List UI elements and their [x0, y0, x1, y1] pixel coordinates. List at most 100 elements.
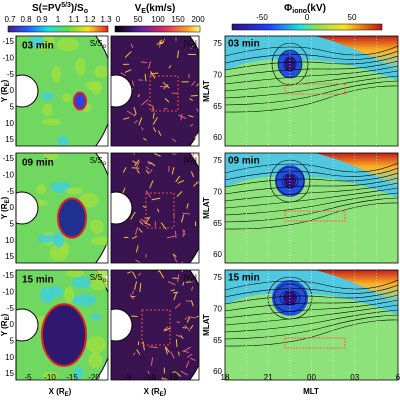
y-tick-label: -10: [2, 287, 14, 296]
y-tick-label: -5: [7, 304, 15, 313]
mlat-tick-label: 65: [213, 336, 222, 345]
mlat-tick-label: 75: [213, 39, 222, 48]
mlt-label: MLT: [303, 387, 319, 396]
blob: [74, 93, 86, 110]
mlat-tick-label: 70: [213, 304, 222, 313]
label-part: Y (R: [0, 320, 9, 336]
y-tick-label: 10: [5, 236, 14, 245]
time-label: 03 min: [228, 39, 260, 50]
patch: [36, 184, 46, 194]
patch: [91, 236, 114, 245]
y-tick-label: 5: [10, 219, 15, 228]
y-axis-label: Y (RE): [0, 313, 10, 336]
y-tick-label: -10: [2, 170, 14, 179]
flow-arrow: [186, 301, 191, 302]
patch: [62, 93, 72, 102]
patch: [88, 353, 102, 368]
blob: [58, 198, 86, 237]
time-label: 03 min: [22, 41, 54, 52]
patch: [65, 187, 83, 194]
colorbar: [8, 26, 108, 32]
mlat-label: MLAT: [202, 80, 211, 102]
patch: [64, 286, 74, 302]
mlt-tick-label: 00: [307, 373, 316, 382]
patch: [94, 66, 109, 78]
patch: [75, 58, 86, 76]
tag-part: S/S: [90, 156, 103, 165]
colorbar-tick-label: -50: [256, 13, 268, 22]
mlat-tick-label: 60: [213, 250, 222, 259]
colorbar-tick-label: 0.9: [36, 15, 48, 24]
tag-part: |: [195, 156, 197, 165]
colorbar-tick-label: 0: [305, 13, 310, 22]
label-part: ): [69, 387, 72, 396]
panel-tag: |VE|: [183, 156, 197, 166]
flow-arrow: [132, 168, 139, 169]
patch: [72, 277, 92, 289]
x-tick-label: -5: [24, 373, 32, 382]
y-tick-label: -15: [2, 37, 14, 46]
patch: [57, 38, 79, 51]
y-tick-label: 15: [5, 369, 14, 378]
colorbar-tick-label: 1.2: [84, 15, 96, 24]
label-part: X (R: [49, 387, 65, 396]
mlt-tick-label: 21: [264, 373, 273, 382]
patch: [90, 219, 104, 234]
x-tick-label: -20: [88, 373, 100, 382]
label-part: Y (R: [0, 86, 9, 102]
flow-arrow: [175, 231, 176, 238]
mlat-tick-label: 70: [213, 70, 222, 79]
mlat-label: MLAT: [202, 197, 211, 219]
label-part: X (R: [144, 387, 160, 396]
y-tick-label: -15: [2, 154, 14, 163]
colorbar-tick-label: 150: [171, 15, 185, 24]
panel-phi: [225, 153, 398, 263]
panel-tag: |VE|: [183, 39, 197, 49]
tag-part: S/S: [90, 39, 103, 48]
y-tick-label: 0: [10, 203, 15, 212]
y-tick-label: 0: [10, 86, 15, 95]
colorbar-tick-label: 1: [56, 15, 61, 24]
colorbar-tick-label: 50: [348, 13, 357, 22]
column-title: VE(km/s): [135, 3, 176, 15]
y-tick-label: 5: [10, 336, 15, 345]
patch: [53, 232, 64, 248]
x-tick-label: -15: [166, 373, 178, 382]
colorbar: [115, 26, 200, 32]
panel-phi: [225, 270, 398, 380]
time-label: 09 min: [228, 156, 260, 167]
label-part: ): [0, 196, 9, 199]
time-label: 15 min: [228, 273, 260, 284]
tag-part: |: [195, 273, 197, 282]
patch: [41, 92, 54, 100]
patch: [40, 287, 55, 304]
mlat-tick-label: 75: [213, 273, 222, 282]
mlat-tick-label: 60: [213, 133, 222, 142]
blob: [42, 304, 86, 366]
patch: [58, 136, 69, 147]
flow-arrow: [173, 292, 178, 293]
label-part: Y (R: [0, 203, 9, 219]
mlat-tick-label: 65: [213, 219, 222, 228]
mlt-tick-label: 18: [221, 373, 230, 382]
x-tick-label: -5: [124, 373, 132, 382]
y-tick-label: -15: [2, 271, 14, 280]
colorbar-tick-label: 50: [134, 15, 143, 24]
colorbar: [232, 24, 382, 30]
y-tick-label: -10: [2, 53, 14, 62]
y-axis-label: Y (RE): [0, 196, 10, 219]
y-tick-label: 15: [5, 252, 14, 261]
y-tick-label: -5: [7, 187, 15, 196]
y-tick-label: 10: [5, 353, 14, 362]
y-tick-label: 10: [5, 119, 14, 128]
colorbar-tick-label: 0: [116, 15, 121, 24]
mlt-tick-label: 03: [350, 373, 359, 382]
y-tick-label: 5: [10, 102, 15, 111]
patch: [72, 294, 96, 306]
y-tick-label: 15: [5, 135, 14, 144]
mlat-tick-label: 70: [213, 187, 222, 196]
colorbar-tick-label: 1.1: [68, 15, 80, 24]
x-tick-label: -10: [144, 373, 156, 382]
label-part: ): [164, 387, 167, 396]
